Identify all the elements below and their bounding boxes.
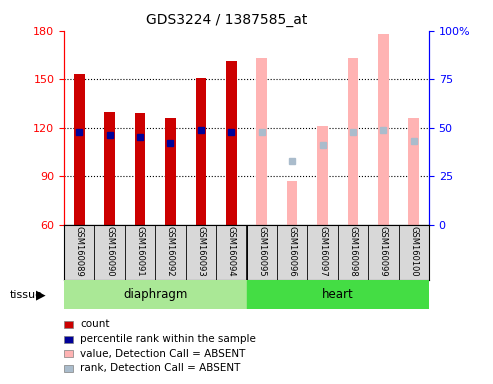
Bar (348, 58, 358, 225)
Text: GSM160095: GSM160095 (257, 226, 266, 276)
Text: GSM160096: GSM160096 (287, 226, 297, 276)
Bar (317, 126, 328, 225)
Bar (287, 181, 297, 225)
Text: heart: heart (322, 288, 353, 301)
Text: GSM160094: GSM160094 (227, 226, 236, 276)
Bar (64, 280, 246, 309)
Text: GSM160099: GSM160099 (379, 226, 388, 276)
Text: GSM160089: GSM160089 (75, 226, 84, 276)
Text: count: count (80, 319, 110, 329)
Text: value, Detection Call = ABSENT: value, Detection Call = ABSENT (80, 349, 246, 359)
Bar (256, 58, 267, 225)
Text: GSM160097: GSM160097 (318, 226, 327, 276)
Text: GSM160093: GSM160093 (196, 226, 206, 276)
Text: GSM160100: GSM160100 (409, 226, 418, 276)
Text: GSM160092: GSM160092 (166, 226, 175, 276)
Text: GSM160090: GSM160090 (105, 226, 114, 276)
Text: GSM160098: GSM160098 (349, 226, 357, 276)
Bar (196, 78, 206, 225)
Bar (105, 111, 115, 225)
Bar (135, 113, 145, 225)
Bar (408, 118, 419, 225)
Text: rank, Detection Call = ABSENT: rank, Detection Call = ABSENT (80, 363, 241, 373)
Text: ▶: ▶ (35, 288, 45, 301)
Text: percentile rank within the sample: percentile rank within the sample (80, 334, 256, 344)
Text: GDS3224 / 1387585_at: GDS3224 / 1387585_at (146, 13, 308, 26)
Bar (226, 61, 237, 225)
Text: GSM160091: GSM160091 (136, 226, 144, 276)
Text: diaphragm: diaphragm (123, 288, 187, 301)
Bar (74, 74, 85, 225)
Bar (378, 34, 388, 225)
Text: tissue: tissue (10, 290, 43, 300)
Bar (165, 118, 176, 225)
Bar (246, 280, 429, 309)
